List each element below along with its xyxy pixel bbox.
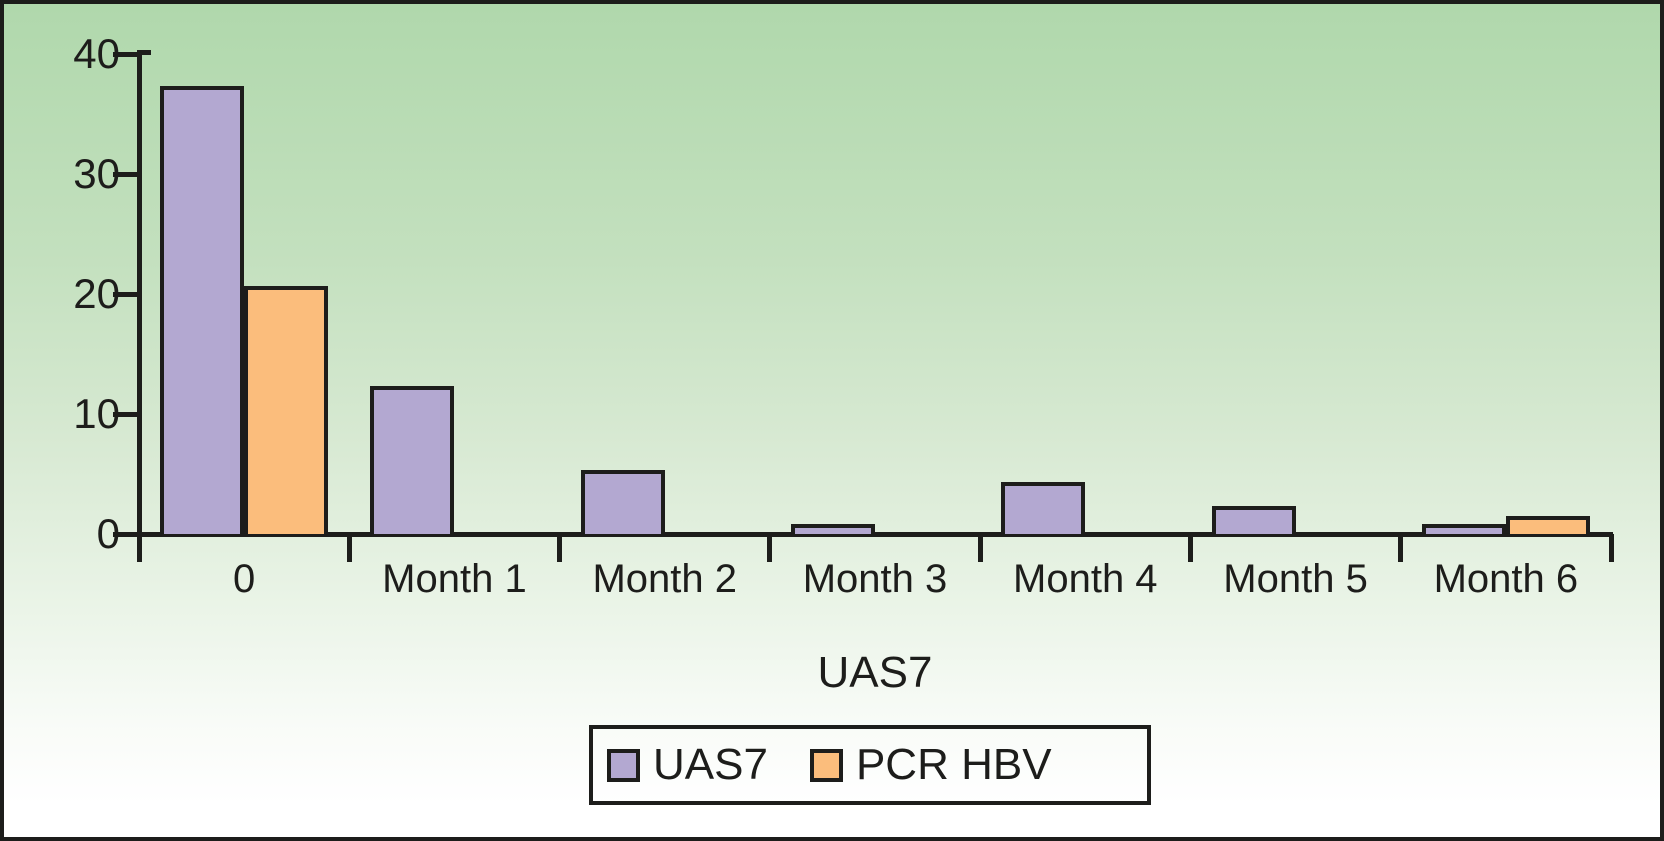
bar-uas7-month-3 xyxy=(791,524,875,534)
legend-item-uas7: UAS7 xyxy=(607,741,768,789)
x-axis-tick xyxy=(136,534,142,562)
y-axis-line xyxy=(137,50,142,561)
y-axis-tick xyxy=(113,411,139,417)
x-axis-category-label: Month 1 xyxy=(382,557,527,601)
x-axis-category-label: Month 6 xyxy=(1433,557,1579,601)
legend-swatch-uas7 xyxy=(607,748,640,782)
y-axis-tick-label: 10 xyxy=(73,390,120,437)
legend-item-pcr-hbv: PCR HBV xyxy=(809,740,1052,789)
legend: UAS7 PCR HBV xyxy=(589,725,1151,805)
y-axis-tick xyxy=(113,51,139,57)
x-axis-category-label: Month 4 xyxy=(1013,557,1158,601)
x-axis-category-label: Month 3 xyxy=(802,557,948,601)
x-axis-tick xyxy=(557,534,563,562)
bar-uas7-month-1 xyxy=(370,386,455,534)
legend-label: PCR HBV xyxy=(855,740,1052,789)
y-axis-tick-label: 0 xyxy=(96,510,120,557)
x-axis-tick xyxy=(1608,534,1614,562)
bar-uas7-month-2 xyxy=(580,470,665,534)
y-axis-tick-label: 40 xyxy=(73,30,120,77)
x-axis-category-label: Month 5 xyxy=(1223,557,1368,601)
legend-swatch-pcr-hbv xyxy=(809,748,843,782)
x-axis-category-label: Month 2 xyxy=(592,557,737,601)
y-axis-tick-label: 30 xyxy=(73,150,120,197)
y-axis-tick xyxy=(113,531,139,537)
bar-uas7-month-6 xyxy=(1421,524,1506,534)
y-axis-top-cap xyxy=(137,50,151,55)
x-axis-tick xyxy=(1398,534,1404,562)
bar-uas7-month-5 xyxy=(1211,506,1296,534)
y-axis-tick xyxy=(113,291,139,297)
x-axis-tick xyxy=(346,534,352,562)
y-axis-tick-label: 20 xyxy=(73,270,120,317)
bar-uas7-0 xyxy=(160,86,245,534)
x-axis-title: UAS7 xyxy=(817,648,933,697)
legend-label: UAS7 xyxy=(653,740,768,789)
x-axis-tick xyxy=(767,534,773,562)
bar-pcr-hbv-month-6 xyxy=(1505,516,1590,534)
bar-pcr-hbv-0 xyxy=(244,286,329,534)
x-axis-tick xyxy=(977,534,983,562)
x-axis-line xyxy=(116,532,1613,537)
x-axis-tick xyxy=(1187,534,1193,562)
y-axis-tick xyxy=(113,171,139,177)
bar-uas7-month-4 xyxy=(1001,482,1086,534)
x-axis-category-label: 0 xyxy=(233,557,256,601)
